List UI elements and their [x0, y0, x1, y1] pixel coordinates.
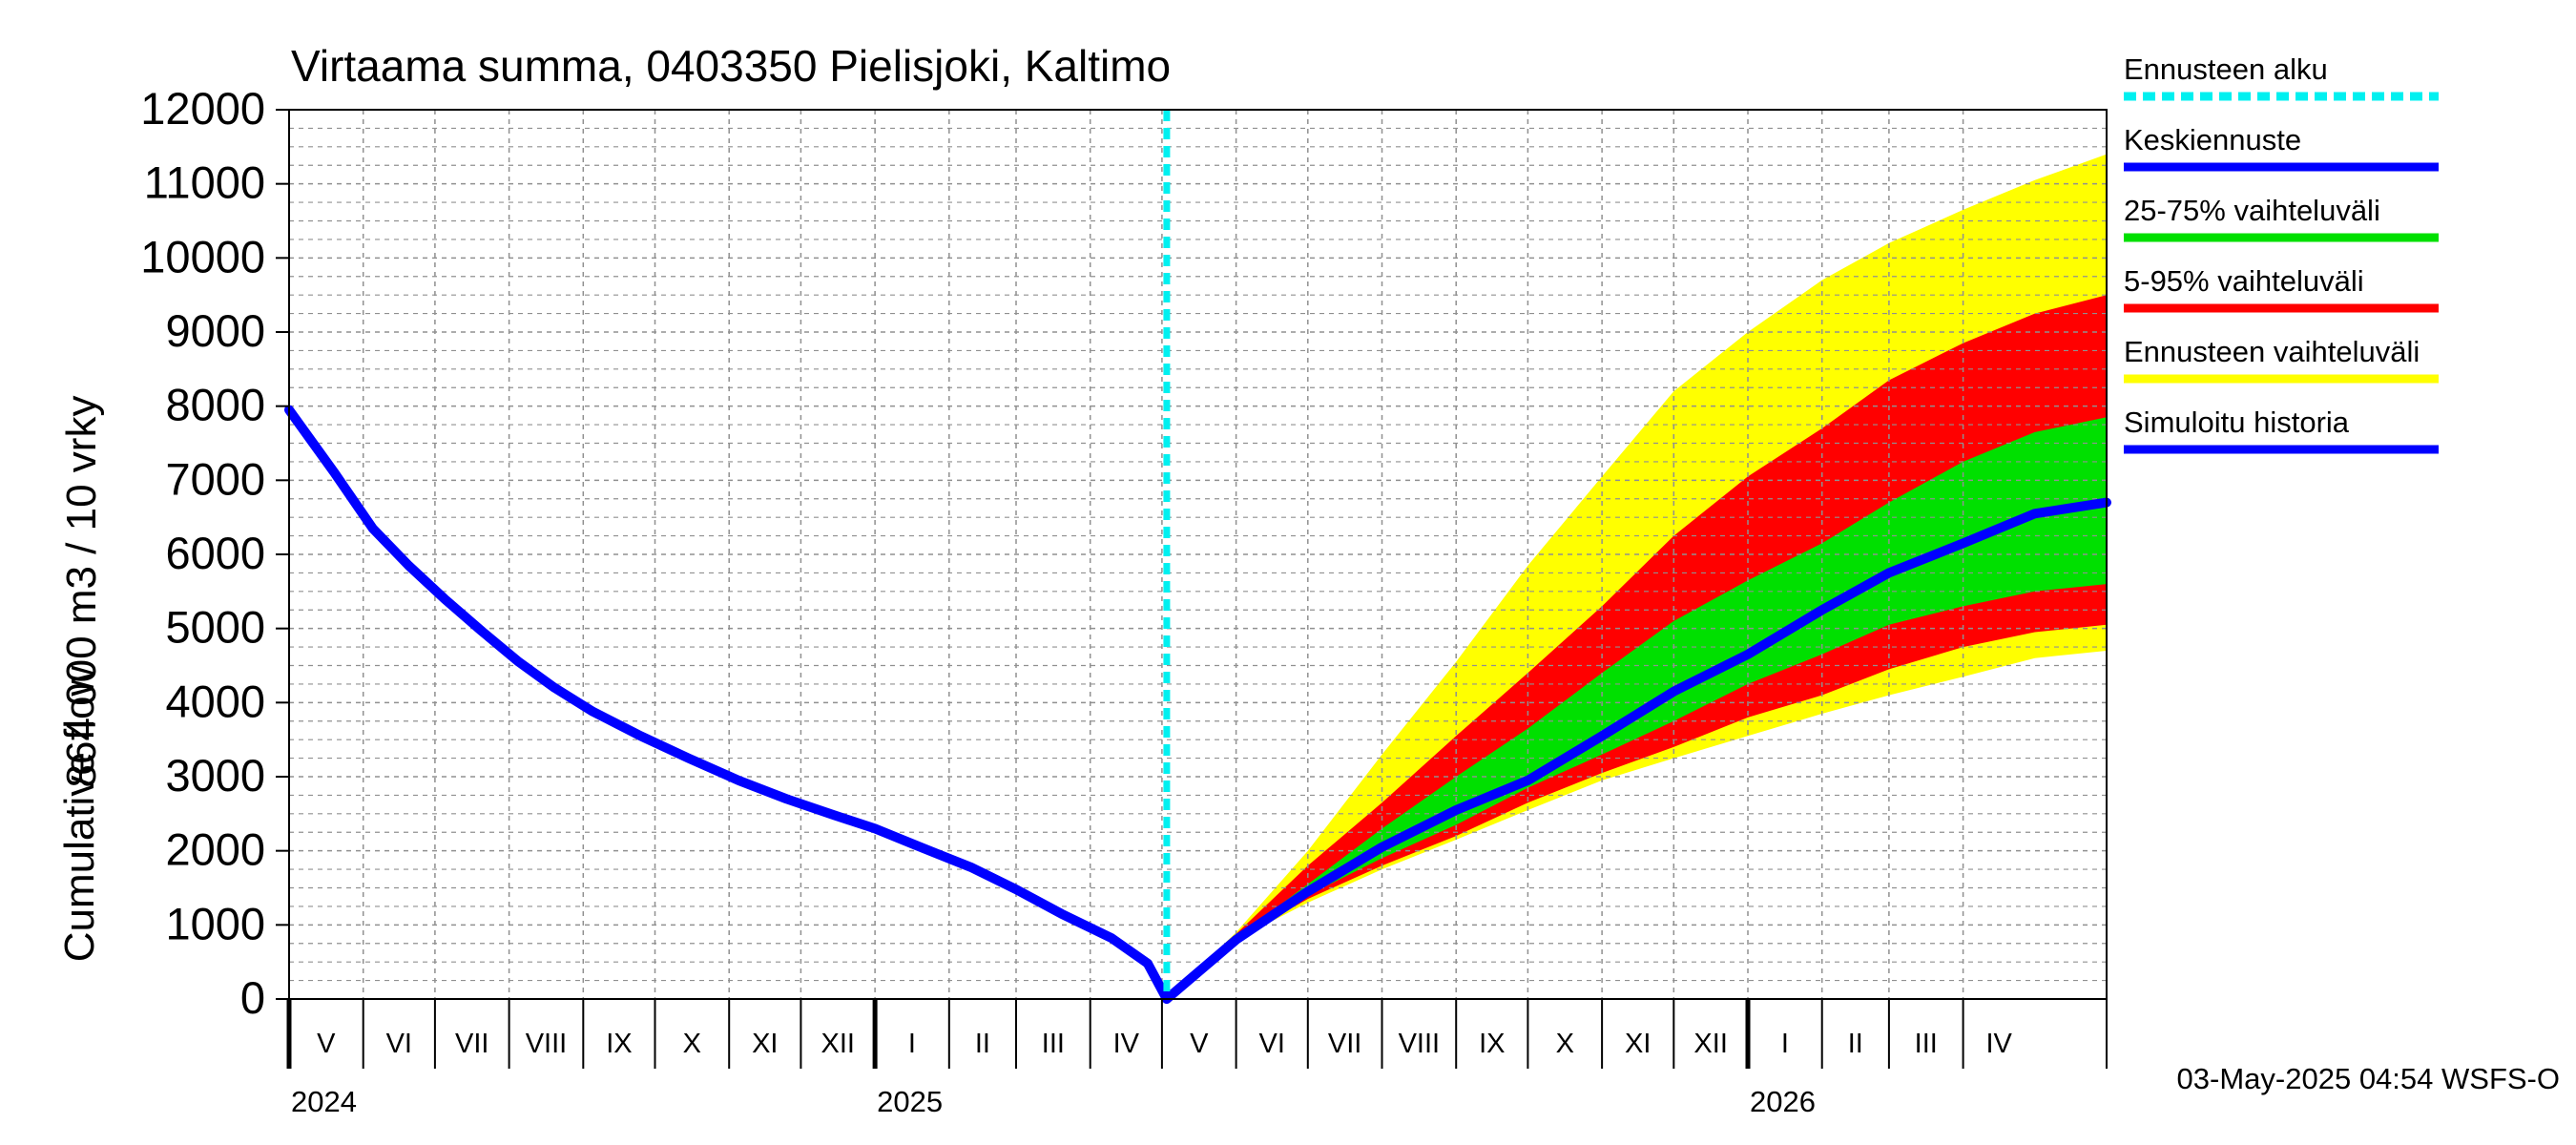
y-tick-label: 6000: [165, 528, 265, 578]
y-tick-label: 9000: [165, 305, 265, 356]
month-label: I: [908, 1029, 916, 1059]
median-forecast-line: [1161, 497, 2111, 1004]
month-label: IV: [1113, 1029, 1140, 1059]
legend-label: 5-95% vaihteluväli: [2124, 264, 2364, 298]
chart-title: Virtaama summa, 0403350 Pielisjoki, Kalt…: [291, 41, 1171, 91]
y-tick-label: 12000: [140, 83, 265, 134]
month-label: II: [1848, 1029, 1863, 1059]
legend-label: 25-75% vaihteluväli: [2124, 194, 2380, 227]
month-label: V: [317, 1029, 336, 1059]
month-label: X: [683, 1029, 701, 1059]
legend: Ennusteen alku Keskiennuste 25-75% vaihtel…: [2124, 52, 2439, 454]
month-label: XI: [1625, 1029, 1651, 1059]
y-tick-label: 11000: [144, 157, 265, 208]
grid: [289, 110, 2107, 999]
month-label: VII: [1328, 1029, 1361, 1059]
month-label: VII: [455, 1029, 488, 1059]
legend-label: Keskiennuste: [2124, 123, 2301, 156]
y-axis-label-line1: 864 000 m3 / 10 vrky: [58, 396, 105, 788]
year-label: 2024: [291, 1085, 357, 1118]
month-label: III: [1042, 1029, 1065, 1059]
y-axis-label-line2: Cumulative flow: [56, 666, 103, 963]
axes: 0 1000 2000 3000 4000 5000 6000 7000 8000 9000 100…: [140, 83, 2108, 1118]
month-label: XI: [752, 1029, 778, 1059]
month-label: VI: [1259, 1029, 1285, 1059]
month-label: VI: [386, 1029, 412, 1059]
month-label: II: [975, 1029, 990, 1059]
year-label: 2026: [1750, 1085, 1816, 1118]
y-tick-label: 8000: [165, 380, 265, 430]
band-25-75: [1166, 417, 2107, 999]
month-label: IX: [1479, 1029, 1505, 1059]
y-tick-label: 0: [240, 972, 265, 1023]
history-line: [284, 405, 1172, 1004]
y-tick-label: 4000: [165, 676, 265, 726]
y-tick-label: 2000: [165, 824, 265, 875]
month-label: IX: [606, 1029, 632, 1059]
series-lines: [284, 110, 2111, 1004]
y-tick-label: 10000: [140, 231, 265, 281]
month-label: X: [1556, 1029, 1574, 1059]
legend-label: Simuloitu historia: [2124, 406, 2350, 439]
footer-timestamp: 03-May-2025 04:54 WSFS-O: [2177, 1062, 2560, 1095]
y-tick-label: 5000: [165, 602, 265, 653]
month-label: VIII: [1399, 1029, 1441, 1059]
y-tick-label: 3000: [165, 750, 265, 801]
month-label: III: [1915, 1029, 1938, 1059]
legend-label: Ennusteen alku: [2124, 52, 2328, 86]
y-tick-label: 7000: [165, 453, 265, 504]
month-label: I: [1781, 1029, 1789, 1059]
y-tick-label: 1000: [165, 898, 265, 948]
month-label: XII: [821, 1029, 855, 1059]
month-label: VIII: [526, 1029, 568, 1059]
month-label: V: [1190, 1029, 1209, 1059]
month-label: IV: [1986, 1029, 2013, 1059]
month-label: XII: [1693, 1029, 1727, 1059]
year-label: 2025: [877, 1085, 943, 1118]
legend-label: Ennusteen vaihteluväli: [2124, 335, 2420, 368]
